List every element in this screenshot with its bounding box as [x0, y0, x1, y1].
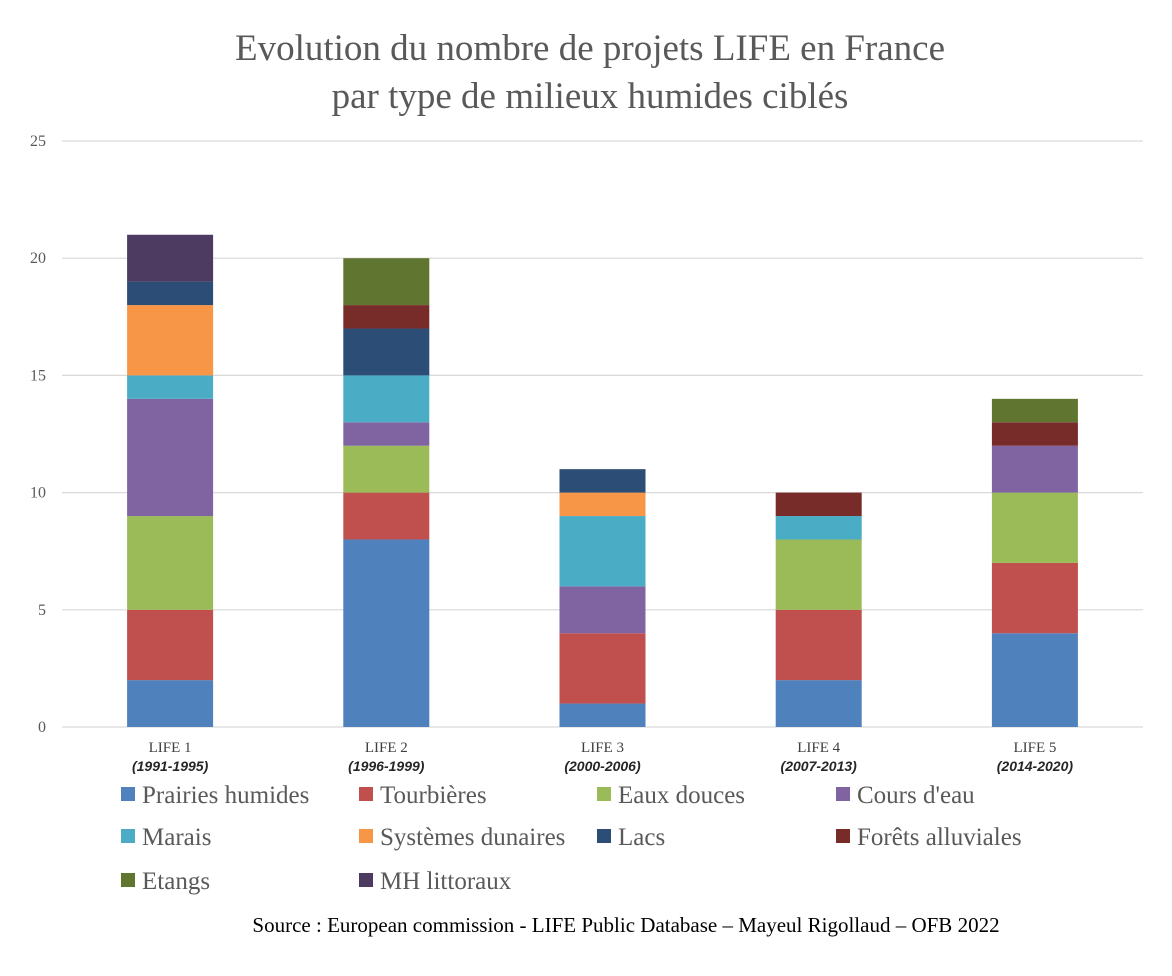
legend-swatch — [597, 787, 611, 801]
bar-segment — [343, 305, 430, 329]
x-axis-ticks: LIFE 1 (1991-1995) LIFE 2 (1996-1999) LIFE 3… — [132, 740, 1073, 774]
legend-swatch — [121, 787, 135, 801]
bar-segment — [343, 492, 430, 540]
bar-segment — [127, 375, 214, 399]
y-tick-label: 25 — [30, 133, 46, 150]
legend-swatch — [359, 873, 373, 887]
bar-segment — [343, 445, 430, 493]
bar-segment — [775, 609, 862, 681]
bar-segment — [775, 516, 862, 540]
legend-label: Marais — [142, 824, 211, 851]
bar-segment — [343, 328, 430, 376]
bar-segment — [127, 305, 214, 376]
legend-swatch — [359, 787, 373, 801]
x-tick-label: LIFE 3 — [581, 740, 624, 756]
legend-swatch — [359, 829, 373, 843]
bar-segment — [343, 422, 430, 446]
bar-segment — [343, 539, 430, 727]
bar-segment — [559, 586, 646, 634]
x-tick-sublabel: (2000-2006) — [564, 758, 641, 774]
bar-segment — [991, 422, 1078, 446]
x-tick-sublabel: (2014-2020) — [997, 758, 1074, 774]
x-tick-sublabel: (1991-1995) — [132, 758, 209, 774]
legend-item: MH littoraux — [359, 868, 512, 895]
y-axis-ticks: 0 5 10 15 20 25 — [30, 133, 46, 736]
y-tick-label: 15 — [30, 367, 46, 384]
legend-swatch — [597, 829, 611, 843]
bars — [127, 234, 1078, 727]
y-tick-label: 0 — [38, 719, 46, 736]
bar-segment — [559, 703, 646, 727]
bar-segment — [343, 375, 430, 423]
legend-label: Lacs — [618, 824, 665, 851]
x-tick-label: LIFE 2 — [365, 740, 408, 756]
y-tick-label: 20 — [30, 250, 46, 267]
bar-segment — [127, 234, 214, 282]
legend-label: Cours d'eau — [857, 782, 975, 809]
bar-segment — [127, 516, 214, 610]
legend: Prairies humides Tourbières Eaux douces Cou… — [121, 782, 1022, 895]
legend-item: Marais — [121, 824, 211, 851]
bar-segment — [127, 680, 214, 727]
x-tick-sublabel: (1996-1999) — [348, 758, 425, 774]
bar-segment — [775, 680, 862, 727]
bar-segment — [775, 492, 862, 517]
legend-item: Prairies humides — [121, 782, 309, 809]
bar-segment — [775, 539, 862, 610]
legend-label: Etangs — [142, 868, 210, 895]
y-tick-label: 10 — [30, 485, 46, 502]
legend-label: Systèmes dunaires — [380, 824, 565, 851]
legend-item: Cours d'eau — [836, 782, 975, 809]
legend-item: Forêts alluviales — [836, 824, 1022, 851]
bar-segment — [127, 281, 214, 306]
legend-swatch — [121, 873, 135, 887]
x-tick-label: LIFE 1 — [149, 740, 192, 756]
bar-segment — [559, 516, 646, 587]
bar-segment — [991, 633, 1078, 727]
legend-label: Prairies humides — [142, 782, 309, 809]
bar-segment — [991, 562, 1078, 634]
legend-item: Lacs — [597, 824, 665, 851]
bar-segment — [991, 445, 1078, 493]
x-tick-sublabel: (2007-2013) — [781, 758, 858, 774]
legend-item: Etangs — [121, 868, 210, 895]
legend-label: MH littoraux — [380, 868, 512, 895]
legend-swatch — [121, 829, 135, 843]
bar-segment — [991, 398, 1078, 423]
source-note: Source : European commission - LIFE Publ… — [252, 913, 999, 937]
bar-segment — [127, 609, 214, 681]
bar-segment — [127, 398, 214, 517]
chart-subtitle: par type de milieux humides ciblés — [332, 76, 849, 117]
bar-segment — [559, 492, 646, 517]
chart-title: Evolution du nombre de projets LIFE en F… — [235, 28, 945, 69]
bar-segment — [343, 258, 430, 306]
legend-item: Eaux douces — [597, 782, 745, 809]
legend-swatch — [836, 787, 850, 801]
y-tick-label: 5 — [38, 602, 46, 619]
x-tick-label: LIFE 5 — [1013, 740, 1056, 756]
legend-item: Tourbières — [359, 782, 487, 809]
bar-segment — [559, 469, 646, 493]
legend-label: Tourbières — [380, 782, 487, 809]
bar-segment — [559, 633, 646, 704]
legend-label: Eaux douces — [618, 782, 745, 809]
legend-swatch — [836, 829, 850, 843]
bar-segment — [991, 492, 1078, 563]
x-tick-label: LIFE 4 — [797, 740, 840, 756]
legend-item: Systèmes dunaires — [359, 824, 565, 851]
legend-label: Forêts alluviales — [857, 824, 1022, 851]
